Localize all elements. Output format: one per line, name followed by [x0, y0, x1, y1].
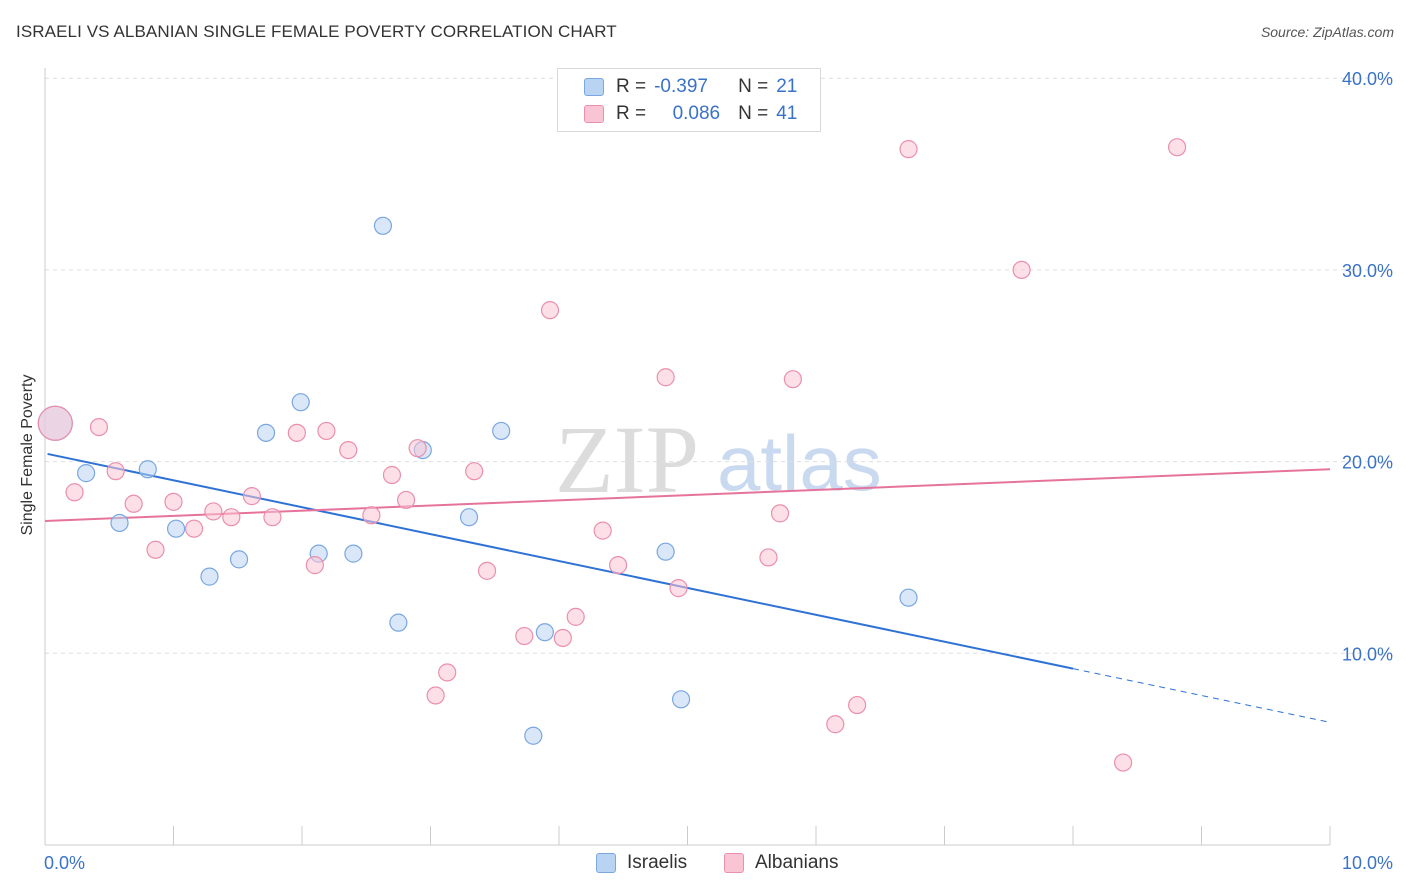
point-albanians — [540, 301, 560, 320]
point-albanians — [438, 663, 457, 682]
trendline-albanians — [44, 468, 1331, 523]
point-israelis — [656, 542, 675, 561]
x-tick-label: 10.0% — [1342, 853, 1393, 873]
source-credit: Source: ZipAtlas.com — [1260, 24, 1394, 40]
point-albanians — [465, 462, 484, 481]
point-israelis — [535, 623, 554, 642]
trendline-israelis — [47, 452, 1074, 670]
point-albanians — [382, 465, 402, 485]
legend-label-albanians: Albanians — [755, 852, 839, 873]
point-israelis — [389, 613, 408, 632]
point-albanians — [899, 140, 918, 159]
point-albanians — [164, 492, 183, 511]
legend-n-value: 41 — [776, 103, 798, 124]
point-israelis — [166, 519, 186, 538]
legend-swatch-albanians — [724, 853, 744, 873]
point-albanians — [656, 368, 675, 387]
x-tick-label: 0.0% — [44, 853, 85, 873]
point-albanians — [396, 490, 416, 510]
legend-item-albanians[interactable]: Albanians — [724, 852, 838, 874]
point-israelis — [899, 588, 918, 607]
point-israelis — [229, 550, 249, 569]
point-albanians — [669, 579, 688, 598]
point-albanians — [1167, 138, 1187, 157]
y-tick-label: 20.0% — [1342, 453, 1393, 473]
point-israelis — [492, 421, 511, 441]
point-albanians — [106, 462, 125, 481]
y-axis-label: Single Female Poverty — [19, 374, 36, 536]
legend-swatch-israelis — [596, 853, 616, 873]
point-albanians — [515, 626, 534, 646]
point-albanians — [1114, 753, 1133, 772]
series-legend: Israelis Albanians — [0, 852, 1406, 876]
legend-r-value: 0.086 — [672, 103, 721, 124]
point-albanians — [426, 686, 445, 705]
y-tick-label: 10.0% — [1342, 644, 1393, 664]
point-albanians — [477, 561, 497, 580]
point-albanians — [124, 494, 143, 513]
point-israelis — [110, 513, 129, 533]
legend-r-label: R = — [616, 76, 647, 97]
legend-label-israelis: Israelis — [627, 852, 688, 873]
legend-n-value: 21 — [776, 76, 798, 97]
legend-row-albanians: R = 0.086 N = 41 — [584, 102, 797, 126]
point-israelis — [671, 690, 691, 709]
point-israelis — [138, 460, 157, 479]
point-albanians — [89, 417, 109, 437]
point-israelis — [256, 423, 276, 442]
point-albanians — [770, 504, 790, 523]
legend-n-label: N = — [738, 103, 769, 124]
point-albanians — [783, 370, 802, 389]
point-albanians — [317, 421, 336, 441]
point-albanians — [339, 440, 358, 460]
tick-labels: 10.0% 20.0% 30.0% 40.0% 0.0% 10.0% — [44, 69, 1393, 873]
y-tick-label: 40.0% — [1342, 69, 1393, 89]
point-albanians — [305, 556, 324, 575]
point-albanians — [204, 502, 223, 521]
legend-n-label: N = — [738, 76, 769, 97]
point-albanians — [37, 405, 73, 441]
trendlines — [44, 452, 1331, 723]
point-albanians — [759, 548, 778, 567]
point-albanians — [408, 439, 427, 458]
axes — [44, 68, 1331, 846]
point-israelis — [459, 508, 479, 527]
data-points — [37, 138, 1187, 772]
point-albanians — [593, 521, 612, 540]
trendline-israelis-extension — [1072, 668, 1331, 723]
point-albanians — [1012, 260, 1031, 279]
point-albanians — [65, 483, 84, 502]
point-israelis — [373, 216, 393, 235]
legend-r-value: -0.397 — [654, 76, 708, 97]
y-tick-label: 30.0% — [1342, 261, 1393, 281]
point-albanians — [362, 506, 381, 525]
legend-item-israelis[interactable]: Israelis — [596, 852, 687, 874]
watermark: ZIP atlas — [555, 406, 882, 513]
point-albanians — [609, 556, 628, 575]
point-albanians — [222, 508, 241, 527]
point-albanians — [566, 607, 585, 626]
point-israelis — [200, 567, 219, 586]
stats-legend: R = -0.397 N = 21 R = 0.086 N = 41 — [557, 68, 821, 132]
point-albanians — [146, 540, 165, 559]
point-israelis — [291, 393, 310, 412]
point-albanians — [287, 423, 306, 442]
point-albanians — [184, 519, 204, 538]
chart-title: ISRAELI VS ALBANIAN SINGLE FEMALE POVERT… — [16, 22, 617, 41]
point-israelis — [524, 726, 543, 745]
legend-swatch-israelis — [584, 78, 604, 96]
legend-swatch-albanians — [584, 105, 604, 123]
point-albanians — [826, 715, 845, 734]
point-albanians — [242, 487, 261, 506]
legend-r-label: R = — [616, 103, 647, 124]
point-albanians — [263, 508, 282, 527]
point-israelis — [77, 464, 96, 483]
point-albanians — [553, 628, 572, 648]
gridlines — [45, 77, 1392, 654]
legend-row-israelis: R = -0.397 N = 21 — [584, 75, 797, 99]
point-israelis — [344, 544, 363, 563]
point-albanians — [848, 695, 867, 715]
